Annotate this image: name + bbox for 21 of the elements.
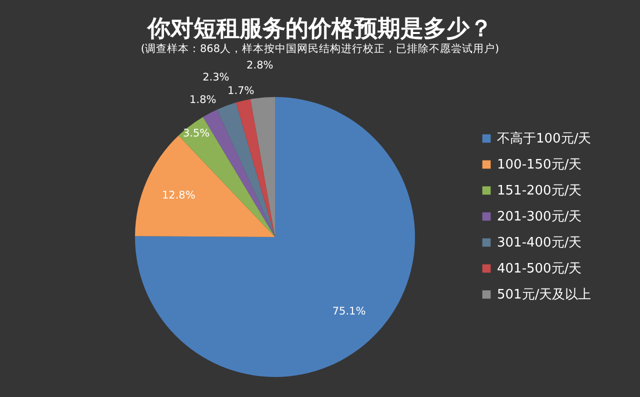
legend-label: 301-400元/天	[497, 236, 582, 250]
data-label: 75.1%	[332, 305, 366, 318]
data-label: 3.5%	[182, 128, 210, 140]
pie-slice	[135, 97, 415, 377]
legend-label: 不高于100元/天	[497, 130, 592, 146]
legend-label: 151-200元/天	[497, 184, 582, 198]
data-label: 2.8%	[246, 60, 274, 72]
pie-slice	[236, 99, 275, 237]
pie-slice	[135, 136, 275, 237]
data-label: 2.3%	[202, 72, 230, 84]
data-label: 1.7%	[228, 84, 254, 97]
legend-label: 501元/天及以上	[497, 288, 592, 302]
data-label: 12.8%	[162, 189, 196, 202]
chart-title: 你对短租服务的价格预期是多少？	[146, 16, 492, 42]
legend-label: 201-300元/天	[497, 210, 582, 224]
pie-slice	[250, 97, 275, 237]
chart-subtitle: (调查样本：868人，样本按中国网民结构进行校正，已排除不愿尝试用户)	[140, 42, 500, 56]
data-label: 1.8%	[190, 94, 216, 106]
pie-slice	[216, 102, 275, 237]
legend-label: 401-500元/天	[497, 262, 582, 276]
legend-label: 100-150元/天	[497, 158, 582, 172]
